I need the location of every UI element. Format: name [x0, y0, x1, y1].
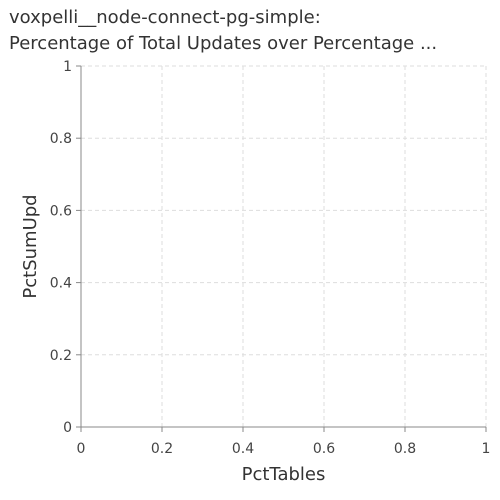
y-tick-label: 0.4 [50, 276, 72, 292]
x-tick-label: 0.4 [232, 441, 254, 457]
x-axis-label: PctTables [242, 464, 326, 485]
x-tick-label: 0 [77, 441, 86, 457]
grid-lines [81, 65, 487, 427]
y-tick-label: 0.2 [50, 348, 72, 364]
y-tick-label: 0.6 [50, 203, 72, 219]
y-tick-label: 0 [63, 420, 72, 436]
y-axis-label: PctSumUpd [20, 194, 41, 298]
x-tick-label: 0.2 [151, 441, 173, 457]
x-axis-ticks: 0 0.2 0.4 0.6 0.8 1 [77, 427, 491, 457]
y-tick-label: 1 [63, 59, 72, 75]
x-tick-label: 0.6 [313, 441, 335, 457]
x-tick-label: 0.8 [394, 441, 416, 457]
chart-title-line2: Percentage of Total Updates over Percent… [9, 33, 438, 54]
chart-title-line1: voxpelli__node-connect-pg-simple: [9, 7, 321, 28]
y-tick-label: 0.8 [50, 131, 72, 147]
y-axis-ticks: 0 0.2 0.4 0.6 0.8 1 [50, 59, 81, 436]
axes [80, 66, 486, 428]
x-tick-label: 1 [482, 441, 491, 457]
